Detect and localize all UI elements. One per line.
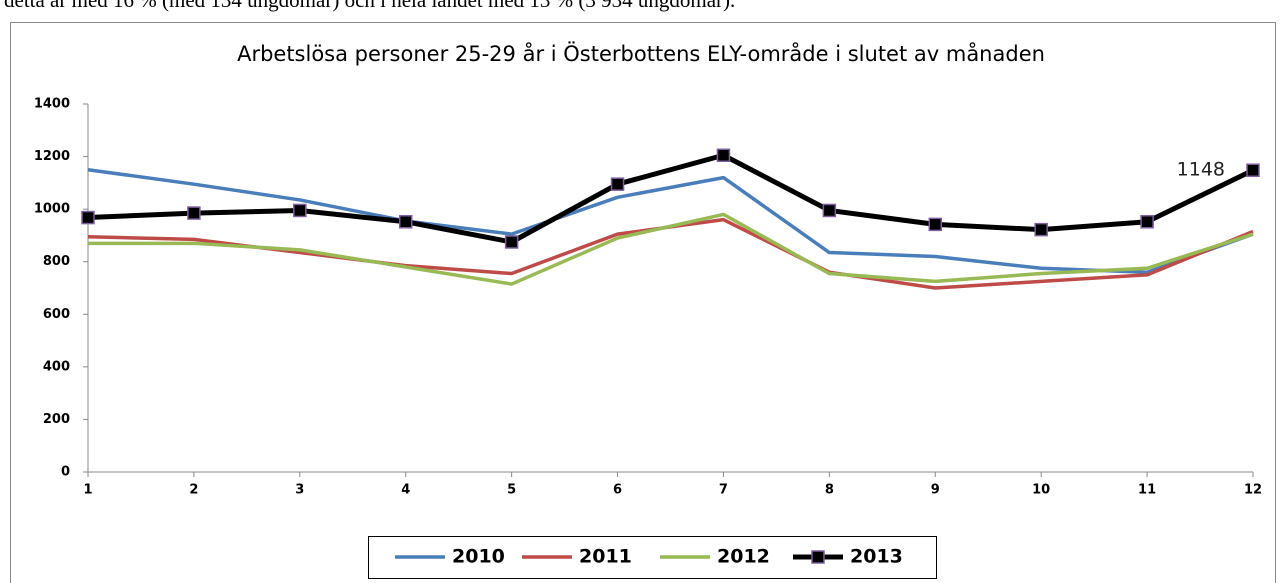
x-tick-label: 12	[1244, 483, 1262, 498]
x-tick-label: 4	[401, 483, 410, 498]
point-marker	[81, 210, 95, 225]
data-label: 1148	[1177, 159, 1225, 181]
legend-label: 2011	[579, 546, 632, 568]
point-marker	[928, 217, 943, 232]
y-tick-label: 800	[43, 254, 70, 269]
point-marker	[187, 206, 201, 220]
point-marker	[504, 235, 519, 249]
y-tick-label: 0	[61, 465, 70, 480]
x-tick-label: 2	[189, 483, 198, 498]
y-tick-label: 1400	[34, 97, 70, 112]
y-tick-label: 1000	[34, 202, 70, 217]
x-tick-label: 10	[1032, 483, 1050, 498]
x-tick-label: 1	[83, 483, 92, 498]
point-marker	[1140, 215, 1154, 229]
point-marker	[1034, 222, 1048, 237]
legend-label: 2012	[717, 546, 770, 568]
point-marker	[1246, 163, 1260, 177]
point-marker	[398, 215, 413, 229]
x-tick-label: 6	[613, 483, 622, 498]
legend-label: 2010	[452, 546, 505, 568]
y-tick-label: 200	[43, 412, 70, 427]
point-marker	[822, 203, 837, 218]
y-tick-label: 600	[43, 307, 70, 322]
y-tick-label: 1200	[34, 149, 70, 164]
chart-frame	[10, 22, 1276, 583]
point-marker	[293, 203, 307, 218]
x-tick-label: 11	[1138, 483, 1156, 498]
series-line	[87, 167, 1254, 274]
series-line	[88, 212, 1254, 286]
point-marker	[716, 148, 731, 163]
x-tick-label: 5	[507, 483, 516, 498]
point-marker	[610, 177, 625, 191]
x-tick-label: 7	[719, 483, 728, 498]
x-tick-label: 8	[825, 483, 834, 498]
x-tick-label: 9	[931, 483, 940, 498]
chart-title: Arbetslösa personer 25-29 år i Österbott…	[237, 41, 1045, 66]
body-text: detta är med 16 % (med 134 ungdomar) och…	[4, 0, 735, 12]
series-line	[87, 152, 1255, 245]
legend-label: 2013	[850, 546, 903, 568]
y-tick-label: 400	[43, 359, 70, 374]
x-tick-label: 3	[295, 483, 304, 498]
legend-marker	[811, 550, 825, 564]
